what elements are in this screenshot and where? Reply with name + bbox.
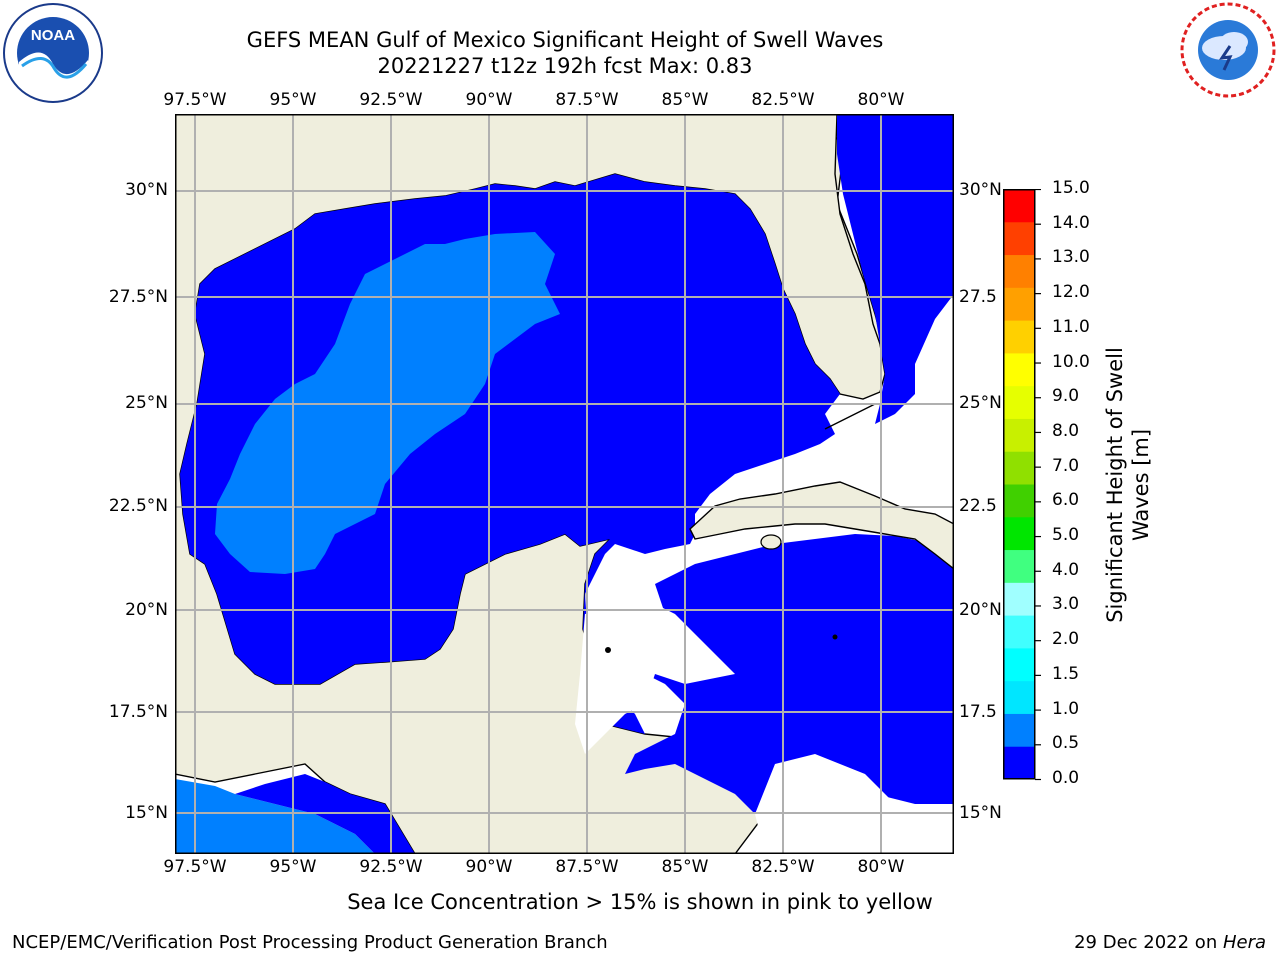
lon-label-top: 95°W — [269, 90, 317, 110]
colorbar-tick-label: 1.0 — [1052, 698, 1080, 719]
lon-label-top: 92.5°W — [359, 90, 423, 110]
lon-label-top: 90°W — [465, 90, 513, 110]
lat-label-left: 17.5°N — [108, 702, 168, 722]
florida-keys — [824, 403, 876, 430]
colorbar-tick-label: 8.0 — [1052, 420, 1080, 441]
lat-label-left: 25°N — [125, 393, 168, 413]
lat-label-right: 22.5 — [959, 496, 997, 516]
colorbar-tick-label: 14.0 — [1052, 212, 1090, 233]
lat-label-right: 27.5 — [959, 287, 997, 307]
sea-ice-note: Sea Ice Concentration > 15% is shown in … — [347, 890, 933, 914]
colorbar-tick-label: 15.0 — [1052, 178, 1090, 198]
lat-label-left: 20°N — [125, 600, 168, 620]
footer-date: 29 Dec 2022 on — [1074, 932, 1223, 953]
lon-label-top: 85°W — [661, 90, 709, 110]
lon-label-top: 97.5°W — [163, 90, 227, 110]
noaa-logo-text: NOAA — [31, 27, 75, 44]
lat-label-left: 27.5°N — [108, 287, 168, 307]
lon-label-bottom: 87.5°W — [555, 857, 619, 877]
nodata-patch-yucatan-east — [575, 599, 735, 754]
lon-label-top: 82.5°W — [751, 90, 815, 110]
lon-label-top: 87.5°W — [555, 90, 619, 110]
nodata-patch-cuba-south — [875, 404, 954, 504]
map-svg — [175, 114, 954, 854]
nws-logo — [1178, 0, 1280, 102]
colorbar-segment — [1003, 254, 1035, 288]
ocean-gulf-deep — [180, 174, 840, 734]
chart-title: GEFS MEAN Gulf of Mexico Significant Hei… — [246, 28, 884, 52]
lat-label-left: 15°N — [125, 803, 168, 823]
lat-label-right: 15°N — [959, 803, 1002, 823]
map-frame — [175, 114, 954, 854]
lon-label-bottom: 92.5°W — [359, 857, 423, 877]
colorbar-tick-label: 4.0 — [1052, 559, 1080, 580]
lat-label-left: 22.5°N — [108, 496, 168, 516]
colorbar-tick-label: 7.0 — [1052, 455, 1080, 476]
colorbar-segment — [1003, 451, 1035, 485]
lat-label-right: 20°N — [959, 600, 1002, 620]
footer-right: 29 Dec 2022 on Hera — [1074, 932, 1266, 953]
colorbar-tick-label: 12.0 — [1052, 282, 1090, 303]
lon-label-bottom: 82.5°W — [751, 857, 815, 877]
lon-label-bottom: 80°W — [857, 857, 905, 877]
lon-label-bottom: 95°W — [269, 857, 317, 877]
island-cayman — [832, 634, 838, 640]
colorbar-tick-label: 1.5 — [1052, 663, 1080, 684]
lon-label-bottom: 97.5°W — [163, 857, 227, 877]
colorbar-segment — [1003, 647, 1035, 682]
colorbar-tick-label: 9.0 — [1052, 386, 1080, 407]
colorbar-label-line2: Waves [m] — [1129, 428, 1153, 542]
colorbar-frame — [1003, 189, 1036, 780]
island-cozumel — [605, 647, 611, 653]
colorbar-segment — [1003, 582, 1035, 616]
footer-host: Hera — [1222, 932, 1266, 953]
colorbar-tick-label: 0.5 — [1052, 733, 1080, 754]
colorbar-segment — [1003, 549, 1035, 583]
colorbar-tick-label: 11.0 — [1052, 316, 1090, 337]
colorbar — [1003, 188, 1041, 781]
colorbar-tick-label: 13.0 — [1052, 247, 1090, 268]
grid-lines — [175, 114, 954, 854]
colorbar-svg — [1003, 188, 1041, 781]
lon-label-top: 80°W — [857, 90, 905, 110]
chart-subtitle: 20221227 t12z 192h fcst Max: 0.83 — [377, 54, 753, 78]
colorbar-segment — [1003, 615, 1035, 649]
lat-label-left: 30°N — [125, 180, 168, 200]
colorbar-segment — [1003, 352, 1035, 387]
colorbar-tick-label: 6.0 — [1052, 490, 1080, 511]
colorbar-segment — [1003, 320, 1035, 354]
colorbar-segment — [1003, 746, 1035, 780]
lat-label-right: 30°N — [959, 180, 1002, 200]
colorbar-tick-label: 2.0 — [1052, 629, 1080, 650]
land-cuba — [689, 481, 954, 570]
colorbar-segment — [1003, 189, 1035, 223]
colorbar-tick-label: 5.0 — [1052, 525, 1080, 546]
noaa-logo: NOAA — [2, 2, 104, 104]
colorbar-segment — [1003, 713, 1035, 747]
colorbar-segment — [1003, 385, 1035, 419]
lon-label-bottom: 90°W — [465, 857, 513, 877]
lat-label-right: 25°N — [959, 393, 1002, 413]
colorbar-segment — [1003, 287, 1035, 321]
ocean-pacific-swell — [175, 779, 375, 854]
colorbar-tick-label: 10.0 — [1052, 351, 1090, 372]
lat-label-right: 17.5 — [959, 702, 997, 722]
colorbar-label-line1: Significant Height of Swell — [1103, 347, 1127, 623]
colorbar-segment — [1003, 680, 1035, 714]
colorbar-segment — [1003, 516, 1035, 551]
map-panel — [175, 114, 954, 854]
colorbar-segment — [1003, 221, 1035, 256]
footer-left: NCEP/EMC/Verification Post Processing Pr… — [12, 932, 608, 953]
lon-label-bottom: 85°W — [661, 857, 709, 877]
colorbar-segment — [1003, 418, 1035, 452]
colorbar-segment — [1003, 484, 1035, 518]
colorbar-tick-label: 3.0 — [1052, 594, 1080, 615]
colorbar-tick-label: 0.0 — [1052, 768, 1080, 788]
land-isle-of-youth — [760, 534, 782, 550]
nodata-patch-south — [755, 754, 915, 854]
